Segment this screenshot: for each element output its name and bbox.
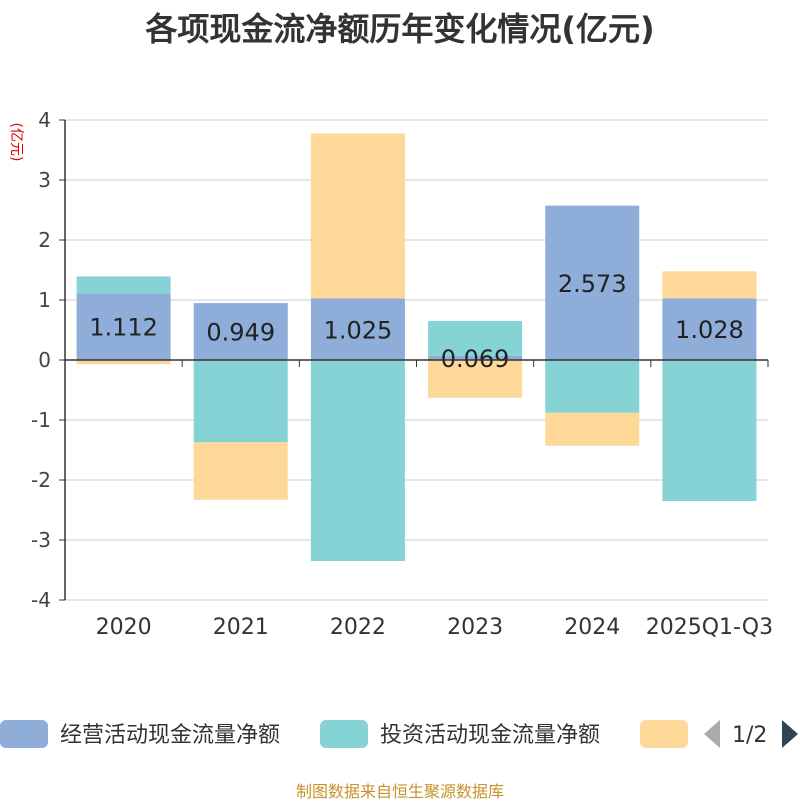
data-label: 1.025 xyxy=(324,316,393,344)
y-tick-label: 4 xyxy=(38,108,51,132)
data-label: 2.573 xyxy=(558,270,627,298)
grid-lines xyxy=(65,119,768,601)
y-tick-label: 3 xyxy=(38,168,51,192)
bar-series2 xyxy=(545,360,640,413)
y-tick-label: 1 xyxy=(38,288,51,312)
bars xyxy=(76,133,757,561)
source-note: 制图数据来自恒生聚源数据库 xyxy=(295,782,504,801)
legend-swatch xyxy=(0,720,48,748)
y-tick-label: 2 xyxy=(38,228,51,252)
bar-series1 xyxy=(76,293,171,360)
legend-label: 投资活动现金流量净额 xyxy=(380,723,600,748)
y-tick-label: -4 xyxy=(31,588,51,612)
data-labels: 1.112 0.949 1.025 0.069 2.573 1.028 xyxy=(89,270,744,373)
chart-title: 各项现金流净额历年变化情况(亿元) xyxy=(145,10,655,48)
bar-series1 xyxy=(428,355,523,360)
x-tick-label: 2023 xyxy=(447,615,503,640)
bar-series2 xyxy=(76,276,171,294)
x-tick-label: 2024 xyxy=(564,615,620,640)
x-tick-label: 2022 xyxy=(330,615,386,640)
y-tick-label: -1 xyxy=(31,408,51,432)
bar-series3 xyxy=(193,442,288,500)
bar-series2 xyxy=(193,360,288,443)
legend-prev-icon[interactable] xyxy=(704,720,720,748)
axes: 4 3 2 1 0 -1 -2 -3 -4 (亿元) 2020 2021 2022 2023 2024 202… xyxy=(8,108,773,640)
y-tick-label: 0 xyxy=(38,348,51,372)
bar-series1 xyxy=(193,303,288,360)
y-tick-label: -3 xyxy=(31,528,51,552)
y-axis-label: (亿元) xyxy=(8,123,24,162)
bar-series3 xyxy=(310,133,405,299)
x-tick-label: 2025Q1-Q3 xyxy=(646,615,773,640)
x-tick-label: 2020 xyxy=(96,615,152,640)
bar-series1 xyxy=(310,298,405,360)
bar-series2 xyxy=(310,360,405,561)
data-label: 1.028 xyxy=(675,316,744,344)
legend-page-label: 1/2 xyxy=(732,723,767,748)
bar-series3 xyxy=(76,360,171,365)
bar-series3 xyxy=(428,360,523,398)
legend-next-icon[interactable] xyxy=(782,720,798,748)
data-label: 0.949 xyxy=(206,319,275,347)
bar-series1 xyxy=(545,205,640,360)
legend-label: 经营活动现金流量净额 xyxy=(60,723,280,748)
y-tick-label: -2 xyxy=(31,468,51,492)
x-tick-label: 2021 xyxy=(213,615,269,640)
data-label: 1.112 xyxy=(89,314,158,342)
bar-series2 xyxy=(662,360,757,501)
data-label: 0.069 xyxy=(441,345,510,373)
legend: 经营活动现金流量净额 投资活动现金流量净额 1/2 xyxy=(0,720,798,748)
bar-series2 xyxy=(428,321,523,356)
bar-series3 xyxy=(662,271,757,299)
legend-swatch xyxy=(320,720,368,748)
bar-series1 xyxy=(662,298,757,360)
bar-series3 xyxy=(545,412,640,446)
legend-swatch xyxy=(640,720,688,748)
